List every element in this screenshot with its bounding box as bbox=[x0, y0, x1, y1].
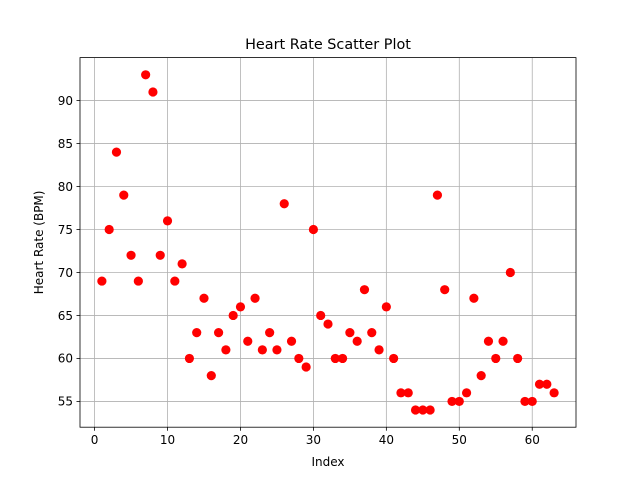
data-point bbox=[527, 396, 537, 407]
data-point bbox=[155, 250, 165, 260]
x-tick-label: 20 bbox=[233, 433, 248, 447]
data-point bbox=[294, 353, 304, 364]
data-point bbox=[162, 216, 173, 226]
data-point bbox=[440, 285, 450, 295]
y-tick-label: 60 bbox=[58, 352, 73, 366]
data-point bbox=[513, 353, 523, 364]
x-tick-label: 60 bbox=[525, 433, 540, 447]
data-point bbox=[250, 293, 260, 303]
plot-frame bbox=[79, 57, 577, 428]
data-point bbox=[192, 328, 202, 338]
data-point bbox=[367, 328, 377, 338]
data-point bbox=[345, 328, 355, 338]
y-tick-label: 75 bbox=[58, 223, 73, 237]
y-axis-label: Heart Rate (BPM) bbox=[32, 191, 46, 295]
y-tick-label: 85 bbox=[58, 137, 73, 151]
x-tick-label: 10 bbox=[160, 433, 175, 447]
y-tick-label: 90 bbox=[58, 94, 73, 108]
y-tick-label: 80 bbox=[58, 180, 73, 194]
data-point bbox=[330, 353, 340, 364]
data-point bbox=[432, 190, 443, 200]
data-point bbox=[97, 276, 107, 286]
data-point bbox=[308, 224, 319, 235]
data-point bbox=[265, 328, 275, 338]
data-point bbox=[396, 388, 406, 398]
data-point bbox=[235, 302, 246, 312]
data-point bbox=[316, 310, 326, 321]
data-point bbox=[206, 371, 216, 381]
x-tick-label: 0 bbox=[91, 433, 99, 447]
data-point bbox=[104, 224, 114, 235]
y-tick-label: 55 bbox=[58, 395, 73, 409]
data-point bbox=[542, 379, 552, 389]
data-point bbox=[177, 259, 187, 269]
data-point bbox=[126, 250, 136, 260]
data-point bbox=[199, 293, 209, 303]
data-point bbox=[520, 396, 530, 407]
data-point bbox=[359, 285, 370, 295]
x-axis-ticks: 0 10 20 30 40 50 60 bbox=[91, 427, 540, 447]
y-tick-label: 70 bbox=[58, 266, 73, 280]
data-point bbox=[272, 345, 282, 355]
data-point bbox=[374, 345, 384, 355]
data-point bbox=[257, 345, 267, 355]
x-tick-label: 30 bbox=[306, 433, 321, 447]
data-point bbox=[491, 353, 501, 364]
data-point bbox=[549, 388, 559, 398]
data-point bbox=[352, 336, 362, 346]
y-axis-ticks: 55 60 65 70 75 80 85 90 bbox=[58, 94, 80, 409]
data-point bbox=[170, 276, 180, 286]
data-point bbox=[498, 336, 508, 346]
data-point bbox=[389, 353, 399, 364]
data-point bbox=[447, 396, 457, 407]
chart-title: Heart Rate Scatter Plot bbox=[245, 37, 411, 53]
data-point bbox=[221, 345, 231, 355]
data-point bbox=[148, 87, 158, 97]
data-point bbox=[279, 199, 289, 209]
data-point bbox=[418, 405, 428, 415]
y-tick-label: 65 bbox=[58, 309, 73, 323]
data-point bbox=[213, 328, 224, 338]
data-point bbox=[184, 353, 195, 364]
x-tick-label: 40 bbox=[379, 433, 394, 447]
x-axis-label: Index bbox=[311, 455, 344, 469]
data-point bbox=[425, 405, 435, 415]
data-point bbox=[119, 190, 129, 200]
data-point bbox=[469, 293, 479, 303]
data-point bbox=[141, 70, 151, 80]
data-point bbox=[403, 388, 413, 398]
data-point bbox=[337, 353, 348, 364]
data-point bbox=[133, 276, 143, 286]
data-point bbox=[228, 310, 238, 321]
data-point bbox=[323, 319, 333, 329]
data-point bbox=[483, 336, 494, 346]
data-point bbox=[454, 396, 464, 407]
data-point bbox=[476, 371, 486, 381]
data-point bbox=[461, 388, 472, 398]
data-point bbox=[243, 336, 253, 346]
data-point bbox=[534, 379, 545, 389]
data-point bbox=[381, 302, 391, 312]
data-point bbox=[111, 147, 122, 157]
data-point bbox=[505, 267, 515, 278]
data-points bbox=[97, 70, 559, 415]
grid-lines bbox=[80, 57, 576, 428]
x-tick-label: 50 bbox=[452, 433, 467, 447]
data-point bbox=[286, 336, 297, 346]
data-point bbox=[410, 405, 421, 415]
data-point bbox=[301, 362, 311, 372]
